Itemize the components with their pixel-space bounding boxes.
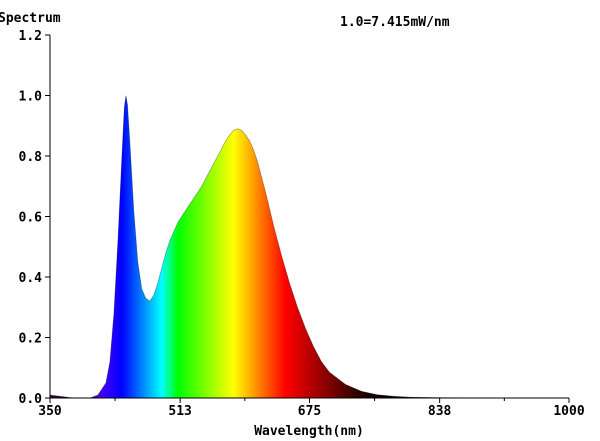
ticks: 0.0 0.2 0.4 0.6 0.8 1.0 1.2 350 513 675 838 1000 <box>19 29 585 419</box>
y-tick-label: 0.8 <box>19 150 43 165</box>
y-tick-label: 0.4 <box>19 271 43 286</box>
x-tick-label: 838 <box>428 404 452 419</box>
spectrum-area <box>50 95 569 398</box>
y-tick-label: 0.2 <box>19 332 42 347</box>
x-tick-label: 513 <box>168 404 191 419</box>
chart-title: Spectrum <box>0 11 61 26</box>
x-tick-label: 675 <box>298 404 321 419</box>
spectrum-fill-area <box>49 95 569 399</box>
x-tick-label: 350 <box>38 404 62 419</box>
y-tick-label: 1.2 <box>19 29 42 44</box>
spectrum-outline <box>49 95 569 399</box>
y-tick-label: 0.0 <box>19 392 43 407</box>
x-axis-label: Wavelength(nm) <box>254 424 364 439</box>
y-tick-label: 0.6 <box>19 211 43 226</box>
y-tick-label: 1.0 <box>19 90 43 105</box>
scale-annotation: 1.0=7.415mW/nm <box>340 15 450 30</box>
x-tick-label: 1000 <box>553 404 584 419</box>
